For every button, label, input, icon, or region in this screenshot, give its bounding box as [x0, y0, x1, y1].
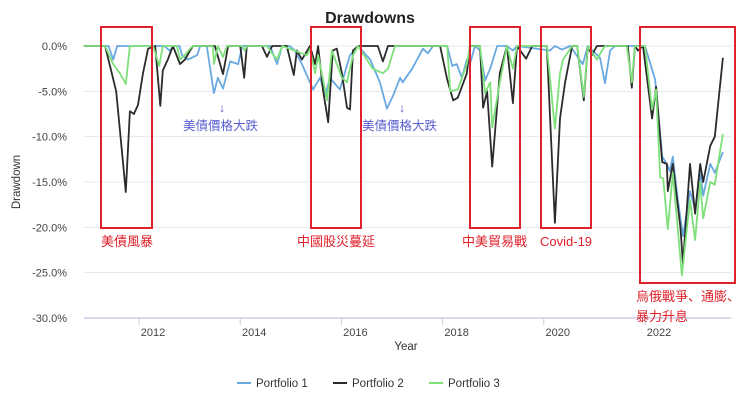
annotation-boxes: 美債風暴 中國股災蔓延 中美貿易戰 Covid-19 烏俄戰爭、通膨、暴力升息 [100, 26, 740, 324]
highlight-label: 美債風暴 [101, 234, 153, 249]
series-line-1 [83, 45, 724, 238]
x-axis-label: Year [394, 341, 417, 353]
x-tick-label: 2020 [546, 327, 570, 339]
note-arrow: ↓ [399, 101, 405, 115]
note-arrow: ↓ [219, 101, 225, 115]
grid [84, 45, 731, 319]
highlight-box [100, 26, 153, 229]
highlight-label: 烏俄戰爭、通膨、 [636, 289, 740, 304]
y-axis-label: Drawdown [11, 155, 23, 209]
y-tick-label: 0.0% [42, 41, 67, 53]
x-tick-label: 2018 [444, 327, 468, 339]
y-tick-label: -25.0% [32, 268, 67, 280]
series-line-2 [83, 45, 724, 265]
series-lines [83, 45, 724, 277]
y-tick-label: -15.0% [32, 177, 67, 189]
y-tick-label: -20.0% [32, 222, 67, 234]
highlight-box [469, 26, 521, 229]
legend-label-2: Portfolio 2 [352, 378, 404, 390]
chart-title: Drawdowns [325, 10, 415, 27]
highlight-label-line2: 暴力升息 [636, 309, 688, 324]
x-ticks: 2012 2014 2016 2018 2020 2022 [138, 318, 671, 339]
y-tick-label: -10.0% [32, 132, 67, 144]
y-ticks: 0.0% -5.0% -10.0% -15.0% -20.0% -25.0% -30.0% [32, 41, 67, 325]
legend: Portfolio 1 Portfolio 2 Portfolio 3 [237, 378, 500, 390]
highlight-box [310, 26, 362, 229]
highlight-box [540, 26, 592, 229]
x-tick-label: 2014 [242, 327, 266, 339]
note-text: 美債價格大跌 [183, 118, 259, 133]
annotation-notes: ↓ 美債價格大跌 ↓ 美債價格大跌 [183, 101, 438, 133]
legend-label-1: Portfolio 1 [256, 378, 308, 390]
x-tick-label: 2022 [647, 327, 671, 339]
highlight-box [639, 26, 736, 284]
highlight-label: Covid-19 [540, 234, 592, 249]
legend-label-3: Portfolio 3 [448, 378, 500, 390]
highlight-label: 中國股災蔓延 [297, 234, 375, 249]
y-tick-label: -30.0% [32, 313, 67, 325]
note-text: 美債價格大跌 [362, 118, 438, 133]
x-tick-label: 2016 [343, 327, 367, 339]
x-tick-label: 2012 [141, 327, 165, 339]
y-tick-label: -5.0% [38, 86, 67, 98]
highlight-label: 中美貿易戰 [462, 234, 527, 249]
series-line-3 [83, 45, 724, 277]
